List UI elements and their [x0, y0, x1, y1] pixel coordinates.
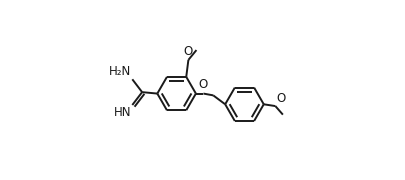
Text: O: O [184, 46, 193, 58]
Text: O: O [276, 92, 286, 105]
Text: HN: HN [114, 106, 131, 120]
Text: H₂N: H₂N [109, 65, 131, 78]
Text: O: O [199, 78, 208, 91]
